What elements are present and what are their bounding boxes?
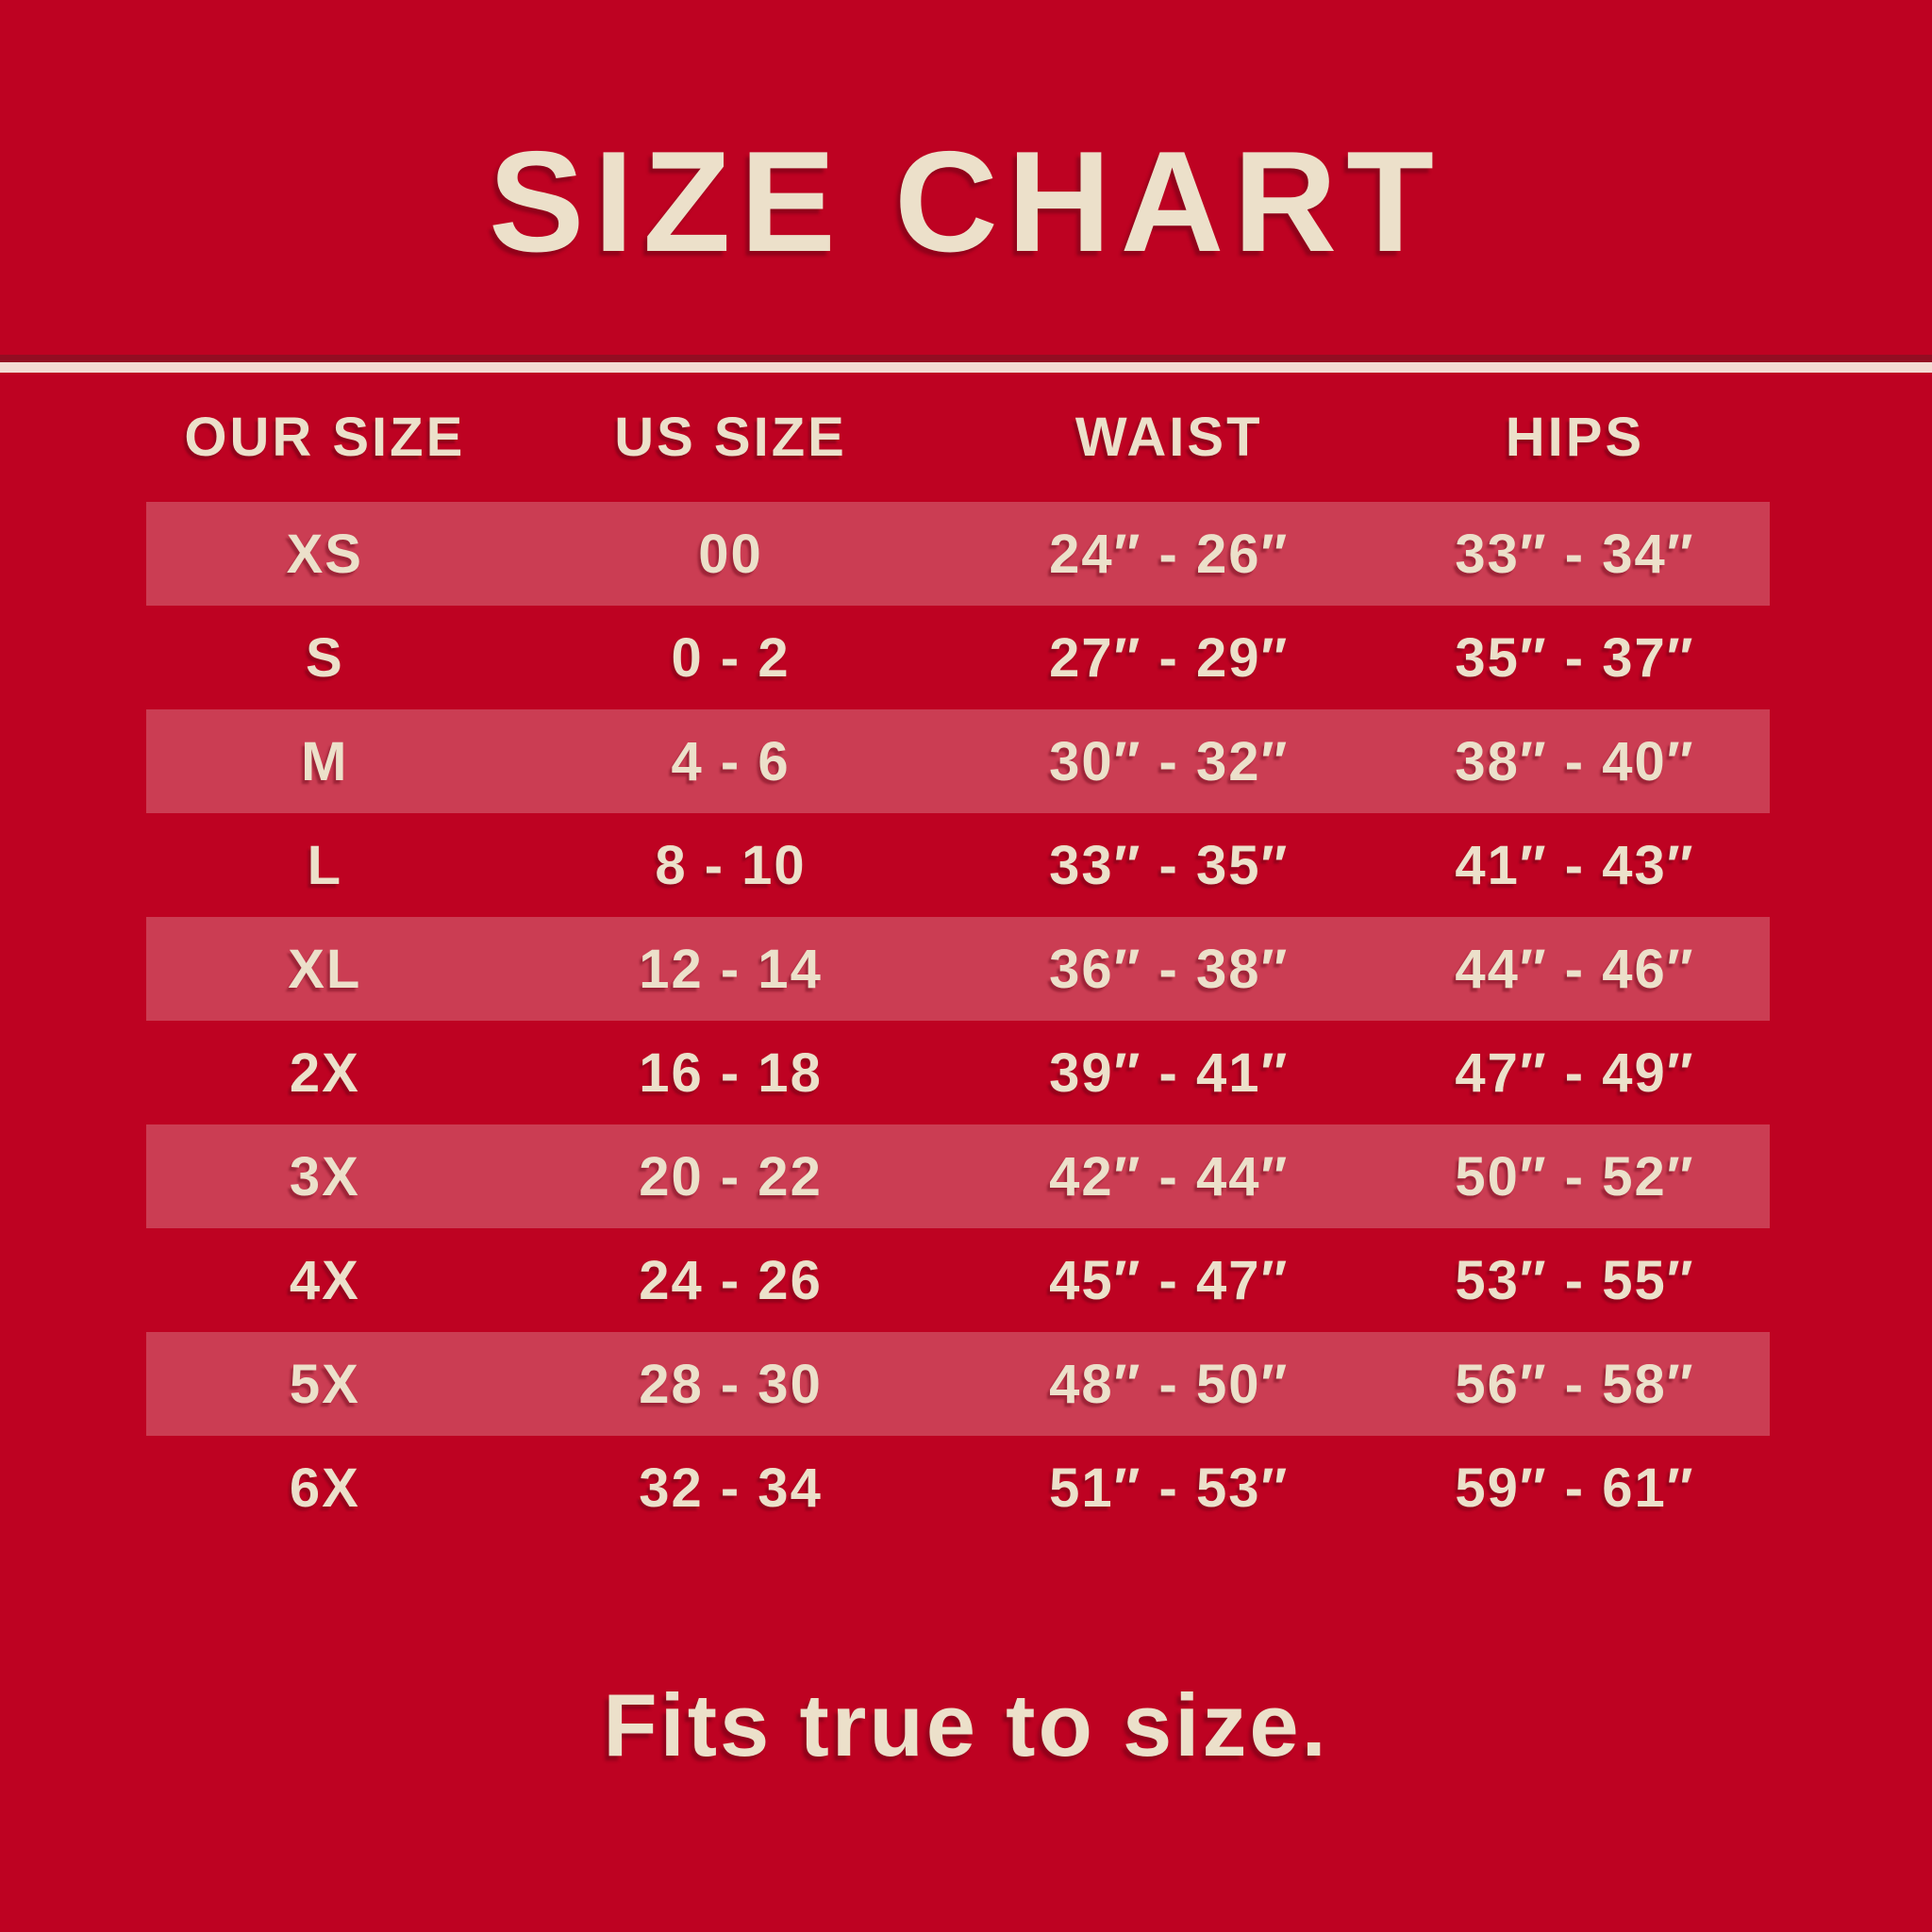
table-cell: 38″ - 40″ (1455, 730, 1695, 792)
table-cell: 35″ - 37″ (1455, 626, 1695, 689)
table-cell: M (301, 730, 349, 792)
table-cell: 56″ - 58″ (1455, 1353, 1695, 1415)
table-cell: 32 - 34 (639, 1457, 823, 1519)
table-cell: 50″ - 52″ (1455, 1145, 1695, 1208)
size-table-rows: XS 00 24″ - 26″ 33″ - 34″ S 0 - 2 27″ - 29″ 35″… (146, 502, 1770, 1540)
table-row: XL 12 - 14 36″ - 38″ 44″ - 46″ (146, 917, 1770, 1021)
column-header-hips: HIPS (1505, 407, 1645, 468)
table-cell: XS (286, 523, 363, 585)
table-cell: 41″ - 43″ (1455, 834, 1695, 896)
table-cell: 33″ - 34″ (1455, 523, 1695, 585)
table-cell: 53″ - 55″ (1455, 1249, 1695, 1311)
table-row: 5X 28 - 30 48″ - 50″ 56″ - 58″ (146, 1332, 1770, 1436)
table-cell: 4 - 6 (671, 730, 791, 792)
table-cell: 47″ - 49″ (1455, 1041, 1695, 1104)
table-row: 6X 32 - 34 51″ - 53″ 59″ - 61″ (146, 1436, 1770, 1540)
table-cell: 45″ - 47″ (1049, 1249, 1290, 1311)
table-cell: 4X (289, 1249, 360, 1311)
column-header-our-size: OUR SIZE (184, 407, 466, 468)
table-cell: 0 - 2 (671, 626, 791, 689)
fit-note: Fits true to size. (603, 1675, 1329, 1774)
table-cell: L (307, 834, 343, 896)
table-cell: 24 - 26 (639, 1249, 823, 1311)
table-cell: 44″ - 46″ (1455, 938, 1695, 1000)
table-row: 3X 20 - 22 42″ - 44″ 50″ - 52″ (146, 1124, 1770, 1228)
table-cell: 27″ - 29″ (1049, 626, 1290, 689)
column-header-us-size: US SIZE (614, 407, 847, 468)
table-cell: 30″ - 32″ (1049, 730, 1290, 792)
table-row: M 4 - 6 30″ - 32″ 38″ - 40″ (146, 709, 1770, 813)
column-header-waist: WAIST (1074, 407, 1263, 468)
table-row: 2X 16 - 18 39″ - 41″ 47″ - 49″ (146, 1021, 1770, 1124)
table-cell: 00 (698, 523, 763, 585)
table-cell: 5X (289, 1353, 360, 1415)
table-cell: 28 - 30 (639, 1353, 823, 1415)
table-cell: 36″ - 38″ (1049, 938, 1290, 1000)
table-row: S 0 - 2 27″ - 29″ 35″ - 37″ (146, 606, 1770, 709)
table-cell: 39″ - 41″ (1049, 1041, 1290, 1104)
table-cell: 20 - 22 (639, 1145, 823, 1208)
table-cell: 6X (289, 1457, 360, 1519)
table-header-row: OUR SIZE US SIZE WAIST HIPS (146, 406, 1770, 468)
table-cell: S (305, 626, 344, 689)
table-cell: 12 - 14 (639, 938, 823, 1000)
table-row: XS 00 24″ - 26″ 33″ - 34″ (146, 502, 1770, 606)
table-cell: 8 - 10 (655, 834, 807, 896)
page-title: SIZE CHART (489, 122, 1443, 282)
table-row: 4X 24 - 26 45″ - 47″ 53″ - 55″ (146, 1228, 1770, 1332)
table-cell: 3X (289, 1145, 360, 1208)
table-cell: 33″ - 35″ (1049, 834, 1290, 896)
table-cell: XL (288, 938, 362, 1000)
table-cell: 42″ - 44″ (1049, 1145, 1290, 1208)
title-divider-line (0, 362, 1932, 373)
table-cell: 51″ - 53″ (1049, 1457, 1290, 1519)
table-cell: 2X (289, 1041, 360, 1104)
table-cell: 24″ - 26″ (1049, 523, 1290, 585)
table-cell: 48″ - 50″ (1049, 1353, 1290, 1415)
table-row: L 8 - 10 33″ - 35″ 41″ - 43″ (146, 813, 1770, 917)
table-cell: 59″ - 61″ (1455, 1457, 1695, 1519)
table-cell: 16 - 18 (639, 1041, 823, 1104)
